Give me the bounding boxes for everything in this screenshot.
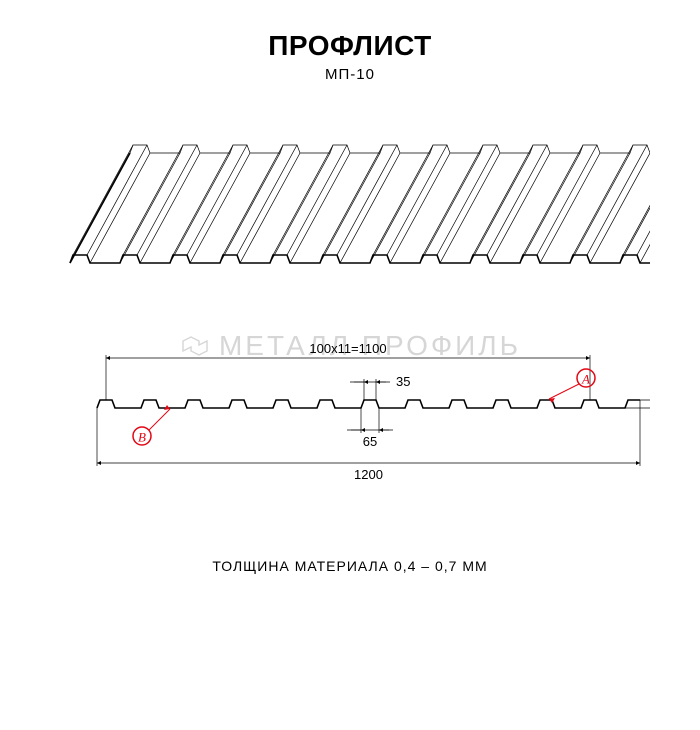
svg-text:35: 35 xyxy=(396,374,410,389)
cross-section-drawing: 100x11=11003565101200AB xyxy=(50,338,650,503)
svg-text:B: B xyxy=(138,430,146,445)
svg-text:1200: 1200 xyxy=(354,467,383,482)
svg-text:100x11=1100: 100x11=1100 xyxy=(309,341,386,356)
thickness-note: ТОЛЩИНА МАТЕРИАЛА 0,4 – 0,7 ММ xyxy=(0,558,700,574)
title-block: ПРОФЛИСТ МП-10 xyxy=(0,30,700,83)
svg-text:A: A xyxy=(581,372,590,387)
page-subtitle: МП-10 xyxy=(0,66,700,83)
svg-text:65: 65 xyxy=(363,434,377,449)
page-title: ПРОФЛИСТ xyxy=(0,30,700,62)
perspective-drawing xyxy=(50,113,650,288)
